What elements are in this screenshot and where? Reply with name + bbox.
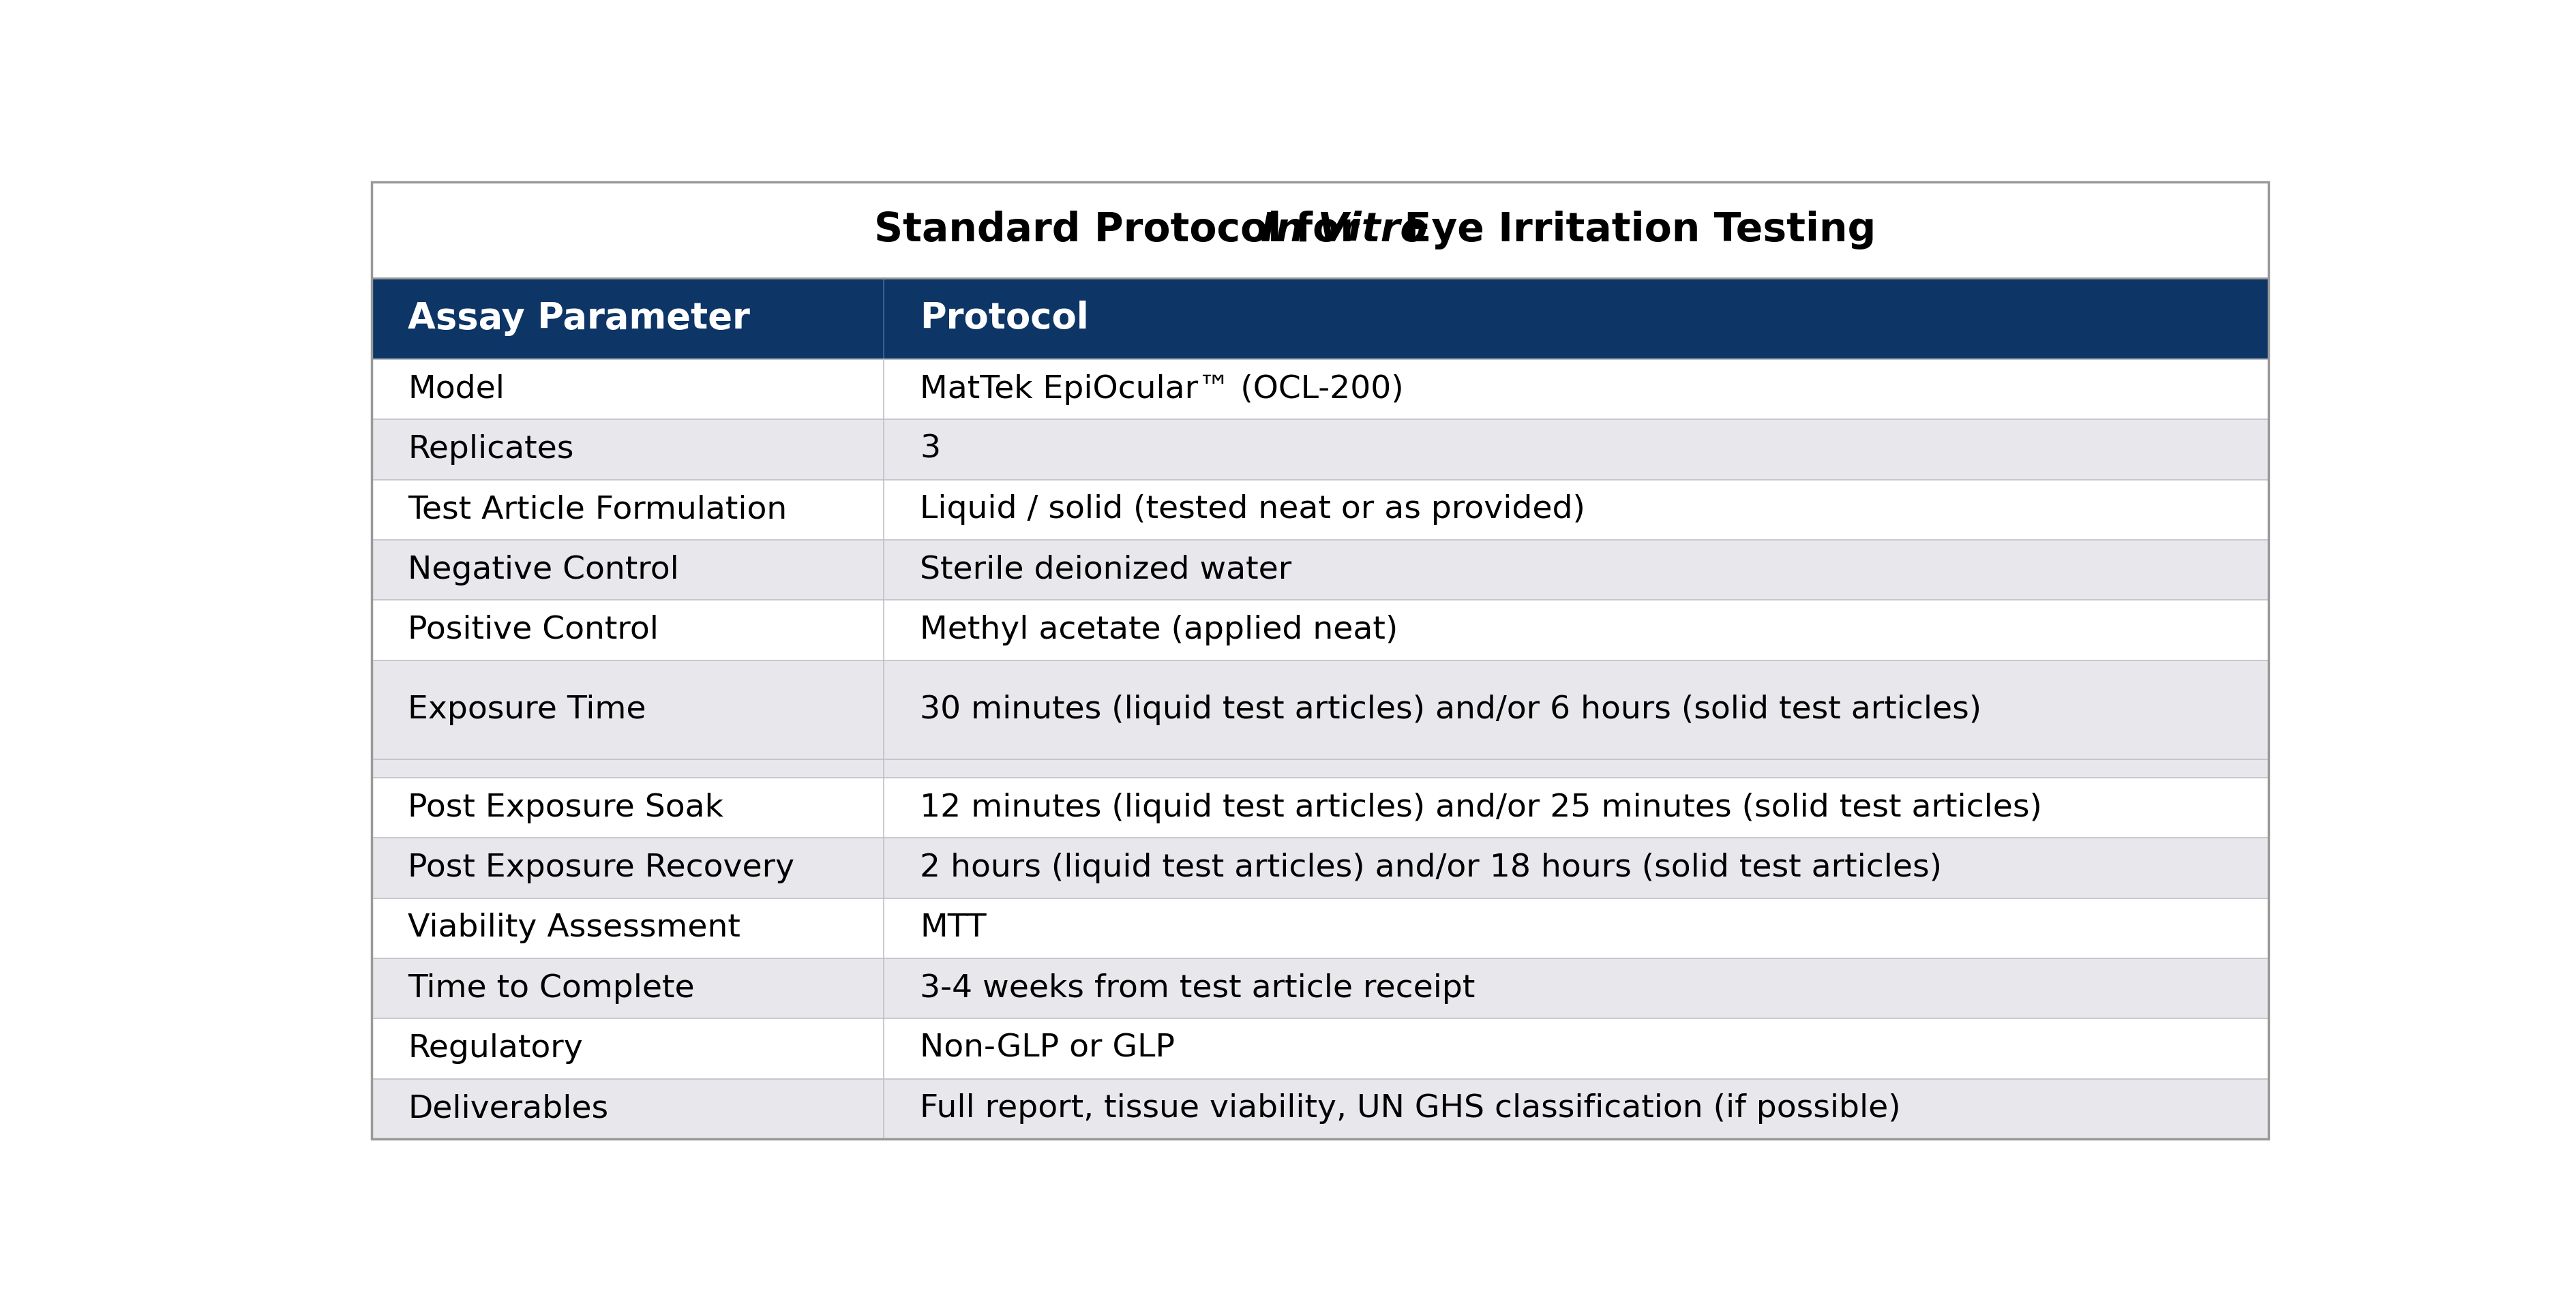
Text: Eye Irritation Testing: Eye Irritation Testing (1391, 211, 1875, 250)
Text: Time to Complete: Time to Complete (407, 973, 696, 1003)
Text: Sterile deionized water: Sterile deionized water (920, 555, 1291, 585)
Text: Post Exposure Recovery: Post Exposure Recovery (407, 853, 793, 883)
Text: Exposure Time: Exposure Time (407, 695, 647, 725)
Text: Liquid / solid (tested neat or as provided): Liquid / solid (tested neat or as provid… (920, 494, 1584, 525)
Text: Replicates: Replicates (407, 434, 574, 464)
Text: Methyl acetate (applied neat): Methyl acetate (applied neat) (920, 615, 1399, 645)
Text: MatTek EpiOcular™ (OCL-200): MatTek EpiOcular™ (OCL-200) (920, 374, 1404, 404)
Bar (371, 838, 2269, 899)
Bar (371, 182, 2269, 277)
Bar (371, 480, 2269, 540)
Text: 3: 3 (920, 434, 940, 464)
Text: Assay Parameter: Assay Parameter (407, 301, 750, 336)
Text: Deliverables: Deliverables (407, 1093, 608, 1124)
Text: 30 minutes (liquid test articles) and/or 6 hours (solid test articles): 30 minutes (liquid test articles) and/or… (920, 695, 1981, 725)
Text: Negative Control: Negative Control (407, 555, 680, 585)
Text: Standard Protocol for: Standard Protocol for (873, 211, 1373, 250)
Text: Viability Assessment: Viability Assessment (407, 913, 739, 943)
Text: Positive Control: Positive Control (407, 615, 659, 645)
Bar (371, 959, 2269, 1019)
Bar (371, 277, 2269, 360)
Bar (371, 1019, 2269, 1079)
Bar (371, 540, 2269, 600)
Text: Full report, tissue viability, UN GHS classification (if possible): Full report, tissue viability, UN GHS cl… (920, 1093, 1901, 1124)
Text: 2 hours (liquid test articles) and/or 18 hours (solid test articles): 2 hours (liquid test articles) and/or 18… (920, 853, 1942, 883)
Text: Non-GLP or GLP: Non-GLP or GLP (920, 1033, 1175, 1063)
Bar (371, 600, 2269, 661)
Text: MTT: MTT (920, 913, 987, 943)
Text: In Vitro: In Vitro (1260, 211, 1427, 250)
Bar (371, 760, 2269, 778)
Text: Test Article Formulation: Test Article Formulation (407, 494, 788, 525)
Text: Model: Model (407, 374, 505, 404)
Text: Post Exposure Soak: Post Exposure Soak (407, 793, 724, 823)
Bar (371, 360, 2269, 420)
Bar (371, 778, 2269, 838)
Text: Regulatory: Regulatory (407, 1033, 582, 1063)
Bar (371, 420, 2269, 480)
Text: 12 minutes (liquid test articles) and/or 25 minutes (solid test articles): 12 minutes (liquid test articles) and/or… (920, 793, 2043, 823)
Bar (371, 661, 2269, 760)
Bar (371, 1079, 2269, 1139)
Text: Protocol: Protocol (920, 301, 1090, 336)
Bar (371, 899, 2269, 959)
Text: 3-4 weeks from test article receipt: 3-4 weeks from test article receipt (920, 973, 1476, 1003)
